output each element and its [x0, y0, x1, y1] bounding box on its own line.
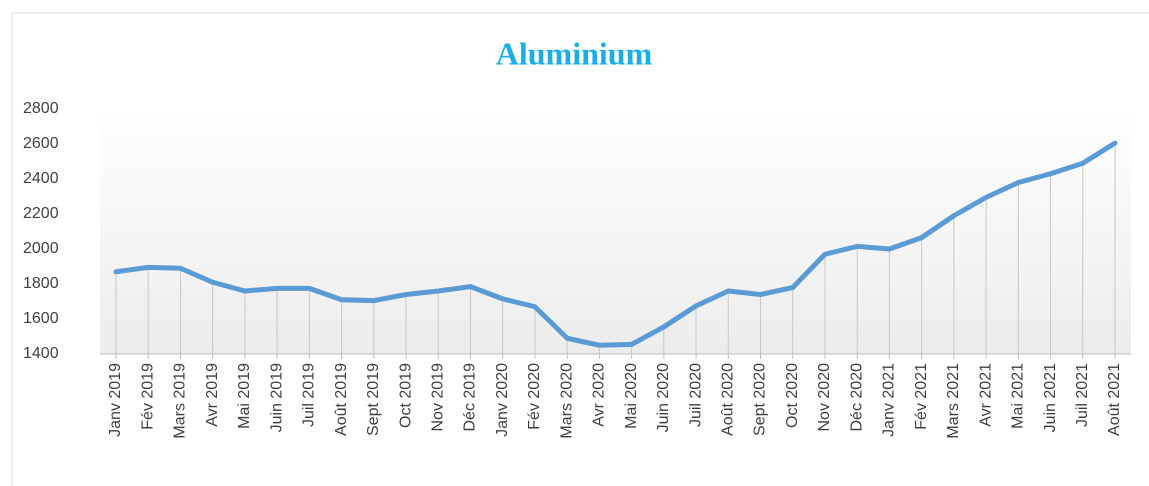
- x-tick-label: Mars 2021: [945, 363, 962, 439]
- x-tick-label: Nov 2020: [816, 363, 833, 432]
- x-tick-label: Mars 2020: [558, 363, 575, 439]
- x-tick-label: Août 2020: [720, 363, 737, 436]
- y-tick-label: 1600: [23, 310, 59, 327]
- x-tick-label: Août 2019: [333, 363, 350, 436]
- x-tick-label: Déc 2020: [848, 363, 865, 432]
- x-tick-label: Janv 2020: [494, 363, 511, 437]
- x-tick-label: Juil 2019: [301, 363, 318, 427]
- x-tick-label: Janv 2021: [881, 363, 898, 437]
- x-tick-label: Juin 2019: [268, 363, 285, 432]
- x-tick-label: Mai 2021: [1010, 363, 1027, 429]
- x-tick-label: Sept 2019: [365, 363, 382, 436]
- y-tick-label: 2200: [23, 205, 59, 222]
- x-tick-label: Avr 2021: [977, 363, 994, 427]
- x-tick-label: Oct 2019: [397, 363, 414, 428]
- x-tick-label: Sept 2020: [752, 363, 769, 436]
- x-tick-label: Juil 2020: [687, 363, 704, 427]
- x-tick-label: Août 2021: [1106, 363, 1123, 436]
- x-tick-label: Mars 2019: [172, 363, 189, 439]
- x-tick-label: Juil 2021: [1074, 363, 1091, 427]
- data-line: [113, 140, 1118, 348]
- y-tick-label: 2000: [23, 240, 59, 257]
- plot-background: [100, 109, 1131, 354]
- x-tick-label: Oct 2020: [784, 363, 801, 428]
- y-tick-label: 2600: [23, 135, 59, 152]
- x-tick-label: Avr 2020: [591, 363, 608, 427]
- x-tick-label: Mai 2019: [236, 363, 253, 429]
- x-tick-label: Fév 2020: [526, 363, 543, 430]
- y-tick-label: 1800: [23, 275, 59, 292]
- x-tick-label: Fév 2019: [139, 363, 156, 430]
- y-tick-label: 2400: [23, 170, 59, 187]
- y-tick-label: 2800: [23, 100, 59, 117]
- y-tick-label: 1400: [23, 345, 59, 362]
- x-tick-label: Nov 2019: [429, 363, 446, 432]
- x-tick-label: Mai 2020: [623, 363, 640, 429]
- chart-title: Aluminium: [496, 35, 653, 71]
- x-tick-label: Fév 2021: [913, 363, 930, 430]
- x-tick-label: Juin 2020: [655, 363, 672, 432]
- x-tick-label: Juin 2021: [1042, 363, 1059, 432]
- x-tick-label: Janv 2019: [107, 363, 124, 437]
- x-tick-label: Déc 2019: [462, 363, 479, 432]
- x-tick-label: Avr 2019: [204, 363, 221, 427]
